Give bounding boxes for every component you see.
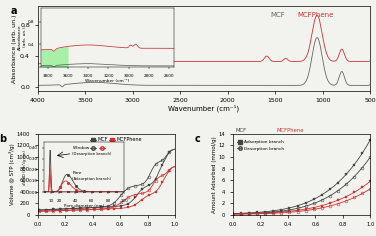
Text: c: c: [194, 134, 200, 144]
Legend: , : ,: [88, 144, 108, 152]
Y-axis label: Volume @ STP (cm³/g): Volume @ STP (cm³/g): [9, 143, 15, 205]
Text: MCFPhene: MCFPhene: [277, 128, 304, 133]
Text: MCF: MCF: [236, 128, 247, 133]
Y-axis label: Absorbance (arb. un.): Absorbance (arb. un.): [12, 14, 17, 83]
Text: a: a: [11, 6, 17, 16]
Y-axis label: Amount Adsorbed (mmol/g): Amount Adsorbed (mmol/g): [212, 136, 217, 213]
Text: MCF: MCF: [270, 12, 285, 18]
X-axis label: Wavenumber (cm⁻¹): Wavenumber (cm⁻¹): [168, 105, 240, 112]
Legend: Adsorption branch, Desorption branch: Adsorption branch, Desorption branch: [235, 139, 285, 152]
Text: b: b: [0, 134, 6, 144]
Text: MCFPhene: MCFPhene: [297, 12, 334, 18]
